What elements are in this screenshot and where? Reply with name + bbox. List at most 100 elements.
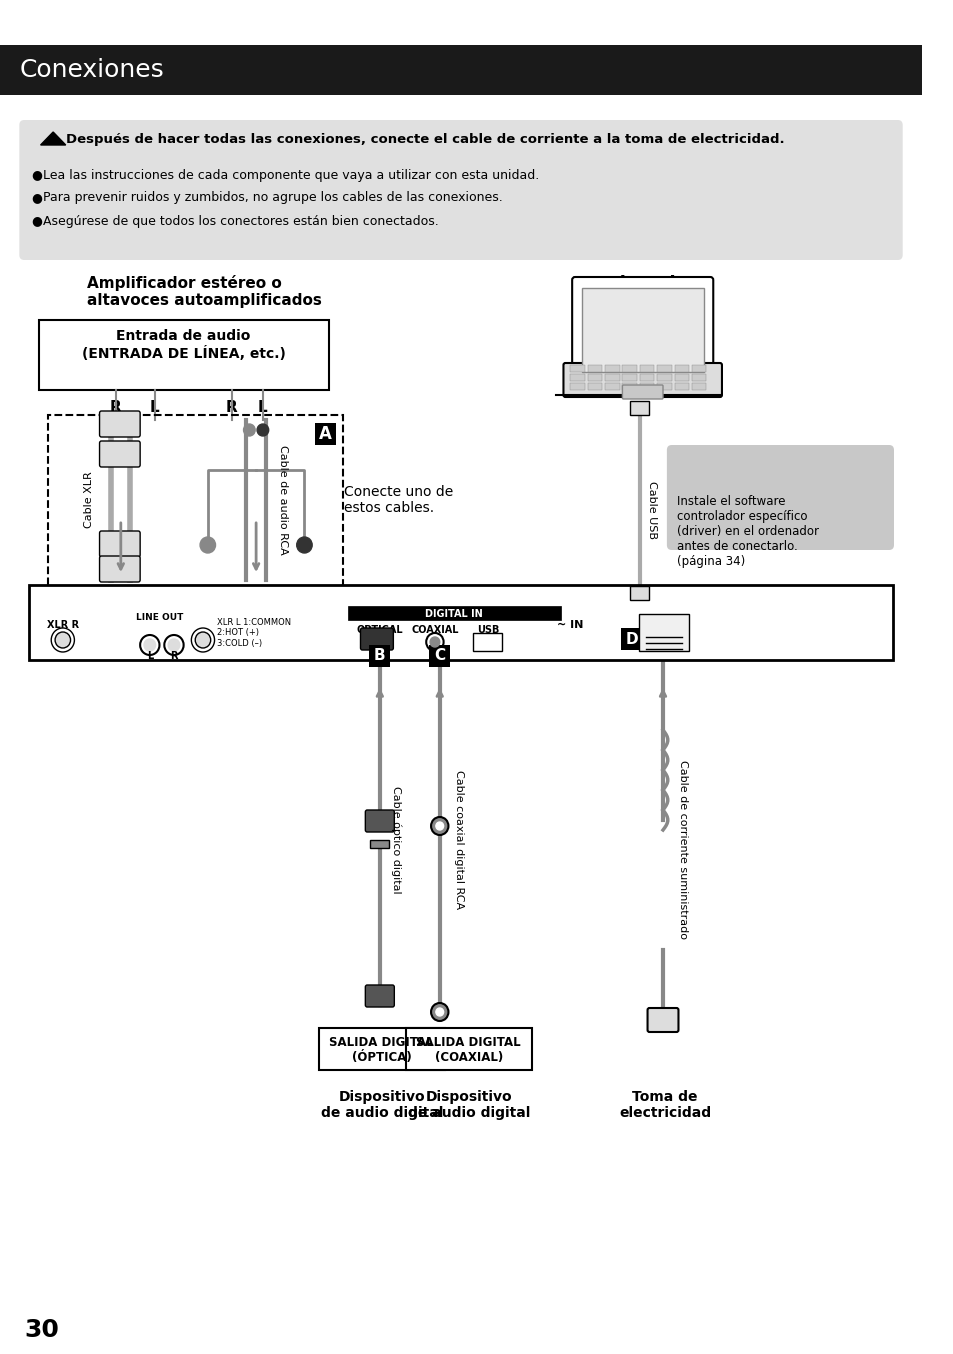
Text: Para prevenir ruidos y zumbidos, no agrupe los cables de las conexiones.: Para prevenir ruidos y zumbidos, no agru… xyxy=(43,191,501,204)
Text: Entrada de audio
(ENTRADA DE LÍNEA, etc.): Entrada de audio (ENTRADA DE LÍNEA, etc.… xyxy=(82,329,285,360)
FancyBboxPatch shape xyxy=(365,810,394,831)
Text: A: A xyxy=(319,425,332,443)
FancyBboxPatch shape xyxy=(691,383,706,390)
FancyBboxPatch shape xyxy=(572,278,713,383)
Text: Ordenador: Ordenador xyxy=(588,275,696,292)
FancyBboxPatch shape xyxy=(570,374,584,380)
FancyBboxPatch shape xyxy=(657,374,671,380)
Text: Dispositivo
de audio digital: Dispositivo de audio digital xyxy=(320,1090,442,1120)
FancyBboxPatch shape xyxy=(604,383,618,390)
FancyBboxPatch shape xyxy=(674,383,688,390)
FancyBboxPatch shape xyxy=(647,1007,678,1032)
Text: B: B xyxy=(374,649,385,663)
Circle shape xyxy=(55,632,71,649)
Text: XLR L 1:COMMON
2:HOT (+)
3:COLD (–): XLR L 1:COMMON 2:HOT (+) 3:COLD (–) xyxy=(217,617,292,647)
Circle shape xyxy=(195,632,211,649)
Circle shape xyxy=(296,538,312,552)
FancyBboxPatch shape xyxy=(19,121,902,260)
Circle shape xyxy=(168,639,179,651)
Text: R: R xyxy=(110,399,122,414)
FancyBboxPatch shape xyxy=(581,288,703,372)
FancyBboxPatch shape xyxy=(639,374,654,380)
Circle shape xyxy=(243,424,254,436)
FancyBboxPatch shape xyxy=(691,366,706,372)
FancyBboxPatch shape xyxy=(639,366,654,372)
Text: ●: ● xyxy=(30,191,42,204)
Text: ●: ● xyxy=(30,168,42,181)
Text: Cable óptico digital: Cable óptico digital xyxy=(391,787,401,894)
Text: Conexiones: Conexiones xyxy=(19,58,164,83)
FancyBboxPatch shape xyxy=(365,984,394,1007)
Text: OPTICAL: OPTICAL xyxy=(356,626,403,635)
Polygon shape xyxy=(41,131,66,145)
Circle shape xyxy=(431,1003,448,1021)
Text: Cable coaxial digital RCA: Cable coaxial digital RCA xyxy=(454,770,463,910)
FancyBboxPatch shape xyxy=(621,383,637,390)
Text: Después de hacer todas las conexiones, conecte el cable de corriente a la toma d: Después de hacer todas las conexiones, c… xyxy=(66,134,783,146)
FancyBboxPatch shape xyxy=(99,556,140,582)
FancyBboxPatch shape xyxy=(621,385,662,399)
Circle shape xyxy=(430,636,439,647)
Text: LINE OUT: LINE OUT xyxy=(135,613,183,623)
Text: L: L xyxy=(150,399,159,414)
Text: Instale el software
controlador específico
(driver) en el ordenador
antes de con: Instale el software controlador específi… xyxy=(676,496,818,567)
FancyBboxPatch shape xyxy=(370,839,389,848)
Circle shape xyxy=(200,538,215,552)
FancyBboxPatch shape xyxy=(666,445,893,550)
FancyBboxPatch shape xyxy=(99,441,140,467)
Text: C: C xyxy=(434,649,445,663)
Text: USB: USB xyxy=(476,626,498,635)
FancyBboxPatch shape xyxy=(621,374,637,380)
Circle shape xyxy=(426,634,443,651)
FancyBboxPatch shape xyxy=(318,1028,444,1070)
Text: COAXIAL: COAXIAL xyxy=(411,626,458,635)
Circle shape xyxy=(431,816,448,835)
Text: R: R xyxy=(226,399,237,414)
Text: ~ IN: ~ IN xyxy=(557,620,583,630)
Text: Cable de audio RCA: Cable de audio RCA xyxy=(278,445,288,555)
FancyBboxPatch shape xyxy=(360,628,393,650)
Text: Asegúrese de que todos los conectores están bien conectados.: Asegúrese de que todos los conectores es… xyxy=(43,214,437,227)
Text: Conecte uno de
estos cables.: Conecte uno de estos cables. xyxy=(344,485,453,515)
FancyBboxPatch shape xyxy=(405,1028,531,1070)
Circle shape xyxy=(144,639,155,651)
Text: SALIDA DIGITAL
(ÓPTICA): SALIDA DIGITAL (ÓPTICA) xyxy=(329,1036,434,1064)
FancyBboxPatch shape xyxy=(674,366,688,372)
FancyBboxPatch shape xyxy=(570,366,584,372)
FancyBboxPatch shape xyxy=(39,320,328,390)
FancyBboxPatch shape xyxy=(604,374,618,380)
FancyBboxPatch shape xyxy=(369,645,390,668)
Circle shape xyxy=(436,1007,443,1016)
Text: Cable USB: Cable USB xyxy=(647,481,657,539)
FancyBboxPatch shape xyxy=(630,401,649,414)
Text: Lea las instrucciones de cada componente que vaya a utilizar con esta unidad.: Lea las instrucciones de cada componente… xyxy=(43,168,538,181)
FancyBboxPatch shape xyxy=(657,383,671,390)
FancyBboxPatch shape xyxy=(639,383,654,390)
FancyBboxPatch shape xyxy=(429,645,450,668)
Text: Dispositivo
de audio digital: Dispositivo de audio digital xyxy=(407,1090,529,1120)
FancyBboxPatch shape xyxy=(657,366,671,372)
Text: Toma de
electricidad: Toma de electricidad xyxy=(618,1090,710,1120)
Text: 30: 30 xyxy=(24,1317,59,1342)
FancyBboxPatch shape xyxy=(570,383,584,390)
FancyBboxPatch shape xyxy=(99,531,140,556)
Text: Cable de corriente suministrado: Cable de corriente suministrado xyxy=(678,761,687,940)
Text: DIGITAL IN: DIGITAL IN xyxy=(425,609,482,619)
Text: SALIDA DIGITAL
(COAXIAL): SALIDA DIGITAL (COAXIAL) xyxy=(416,1036,520,1064)
Text: XLR R: XLR R xyxy=(47,620,79,630)
FancyBboxPatch shape xyxy=(99,412,140,437)
FancyBboxPatch shape xyxy=(29,585,892,659)
Text: L: L xyxy=(258,399,268,414)
FancyBboxPatch shape xyxy=(587,374,601,380)
Text: D: D xyxy=(625,631,638,646)
FancyBboxPatch shape xyxy=(620,628,642,650)
FancyBboxPatch shape xyxy=(587,366,601,372)
FancyBboxPatch shape xyxy=(604,366,618,372)
FancyBboxPatch shape xyxy=(621,366,637,372)
Text: ●: ● xyxy=(30,214,42,227)
Text: R: R xyxy=(170,651,177,661)
Circle shape xyxy=(256,424,269,436)
FancyBboxPatch shape xyxy=(587,383,601,390)
FancyBboxPatch shape xyxy=(0,45,921,95)
FancyBboxPatch shape xyxy=(674,374,688,380)
